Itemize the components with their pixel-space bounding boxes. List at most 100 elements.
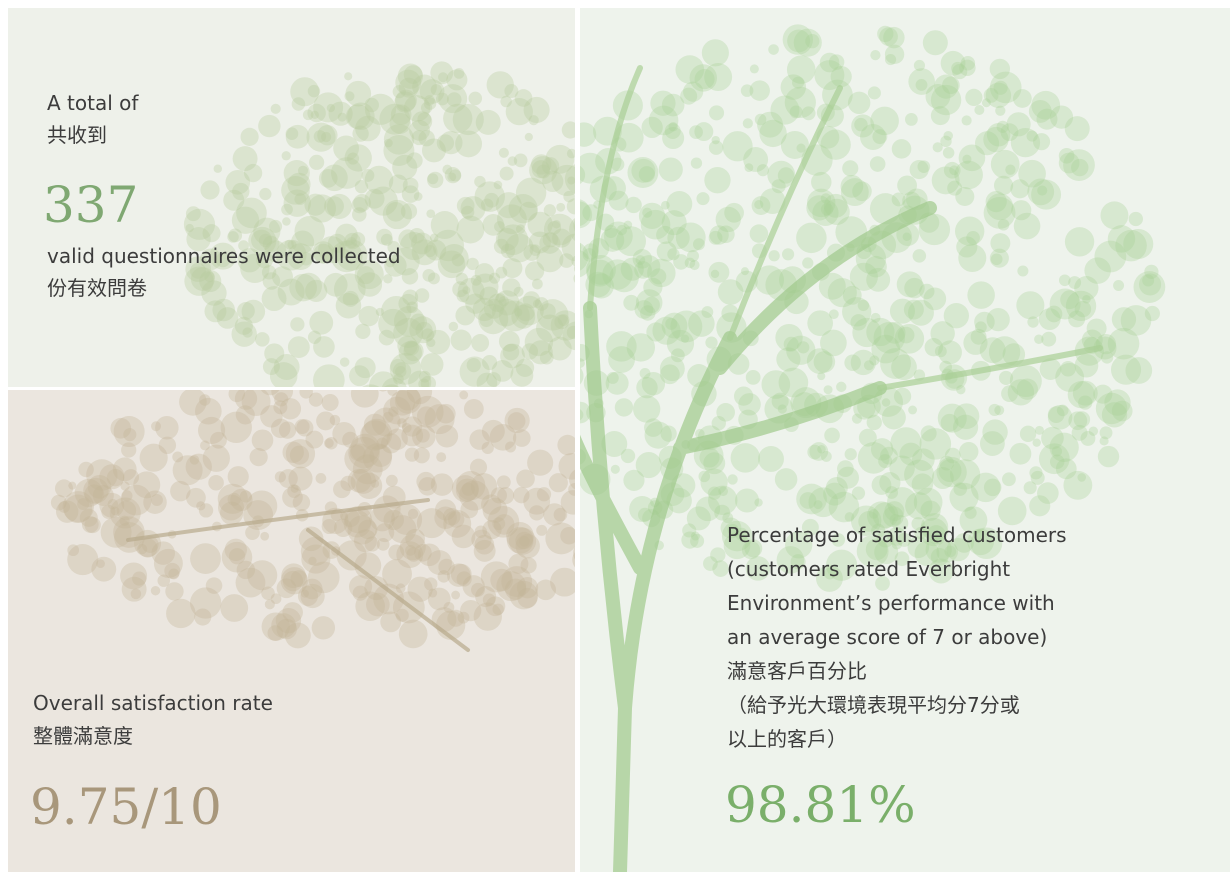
branch [126,498,470,652]
leaf [515,534,540,559]
leaf [823,198,850,225]
leaf [451,590,461,600]
leaf [451,475,479,503]
leaf [983,126,1009,153]
leaf [823,482,847,506]
leaf [1058,274,1071,287]
leaf [644,421,672,449]
leaf [507,412,526,431]
leaf [720,517,742,539]
leaf [515,358,535,377]
leaf [532,278,543,290]
leaf [666,487,692,514]
leaf [240,127,259,146]
leaf [452,281,469,298]
leaf [564,164,575,194]
leaf [799,492,817,509]
leaf [478,304,509,335]
leaf [414,288,430,303]
leaf [852,317,882,348]
leaf [642,207,653,218]
leaf [321,164,348,192]
leaf [956,236,978,258]
leaf [730,443,761,473]
leaf [1120,305,1152,336]
leaf [256,251,274,269]
leaf [951,61,964,75]
leaf [459,480,490,511]
leaf [721,304,739,323]
leaf [620,257,644,281]
leaf [660,425,677,442]
leaf [469,458,488,476]
leaf [200,440,210,451]
leaf [498,300,530,332]
leaf [323,272,348,297]
leaf [460,196,486,222]
leaf [561,233,575,262]
leaf [278,469,298,489]
leaf [997,218,1010,231]
leaf [824,567,836,580]
leaf [209,242,237,270]
leaf [186,487,206,508]
leaf [344,144,372,172]
leaf [866,414,882,431]
leaf [480,561,512,593]
leaf [709,225,729,245]
leaf [928,558,954,584]
leaf [361,169,375,182]
leaf [409,227,425,244]
leaf [813,500,823,510]
leaf [1139,273,1162,296]
leaf [427,272,440,285]
leaf [446,69,468,91]
leaf [342,431,359,448]
leaf [504,233,534,263]
leaf [568,483,575,496]
leaf [637,507,652,522]
leaf [273,354,300,380]
leaf [237,248,262,273]
leaf [904,113,918,126]
leaf [321,131,332,143]
leaf [369,505,395,532]
leaf [857,442,890,474]
leaf [447,511,465,528]
leaf [418,370,431,383]
leaf [887,527,906,546]
leaf [539,350,554,365]
leaf [307,330,322,344]
leaf [914,527,927,540]
leaf [979,431,1005,456]
leaf [958,244,987,273]
leaf [204,271,215,283]
leaf [930,106,950,126]
leaf [415,428,430,443]
leaf [262,235,280,253]
leaf [397,335,418,356]
leaf [1041,426,1064,450]
leaf [850,314,867,331]
leaf [520,557,537,574]
leaf [981,98,991,108]
leaf [401,424,424,447]
leaf [790,554,806,570]
leaf [512,429,531,447]
leaf [733,386,754,406]
leaf [531,160,550,179]
leaf [897,175,917,196]
leaf [1013,89,1032,108]
leaf [566,148,575,159]
leaf [556,202,566,212]
leaf [842,297,872,327]
leaf [258,114,281,138]
leaf [143,490,167,514]
leaf [395,390,421,411]
leaf [58,501,71,513]
leaf [392,85,406,99]
leaf [831,533,846,547]
leaf [623,220,633,230]
leaf [695,496,721,522]
leaf [715,206,741,233]
